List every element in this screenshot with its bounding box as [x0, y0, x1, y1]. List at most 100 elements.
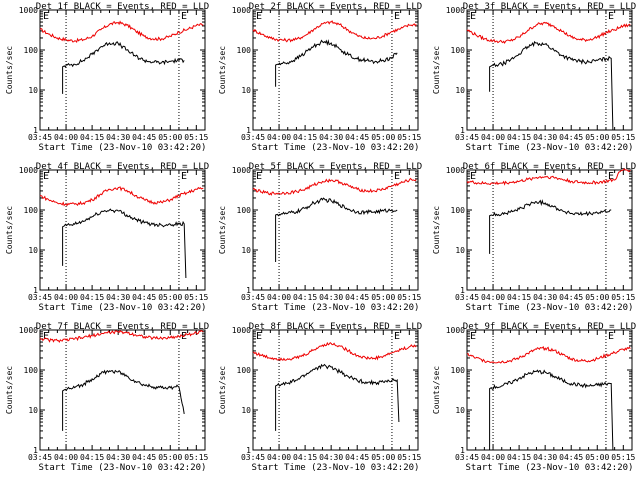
x-tick-label: 05:00: [158, 133, 182, 142]
x-tick-label: 04:45: [132, 293, 156, 302]
y-tick-label: 1: [246, 446, 251, 455]
y-tick-label: 10: [241, 246, 251, 255]
detector-panel-8: Det 8f BLACK = Events, RED = LLD 1 10 100 10…: [218, 322, 422, 473]
x-tick-label: 04:30: [319, 133, 343, 142]
y-tick-label: 100: [237, 366, 252, 375]
panel-title: Det 1f BLACK = Events, RED = LLD: [36, 2, 209, 12]
detector-panel-6: Det 6f BLACK = Events, RED = LLD 1 10 100 10…: [432, 162, 636, 313]
x-axis-label: Start Time (23-Nov-10 03:42:20): [39, 463, 207, 473]
x-tick-label: 04:45: [345, 453, 369, 462]
x-tick-label: 04:00: [54, 453, 78, 462]
x-tick-label: 04:15: [80, 293, 104, 302]
x-axis-label: Start Time (23-Nov-10 03:42:20): [39, 143, 207, 153]
x-tick-label: 05:15: [184, 133, 208, 142]
panel-title: Det 5f BLACK = Events, RED = LLD: [249, 162, 422, 172]
lld-series-line: [39, 329, 204, 344]
y-tick-label: 10: [28, 246, 38, 255]
y-axis-label: Counts/sec: [5, 206, 14, 254]
y-tick-label: 10: [241, 86, 251, 95]
plot-frame: [252, 9, 419, 131]
x-tick-label: 04:45: [132, 453, 156, 462]
events-series-line: [489, 40, 614, 131]
x-tick-label: 04:15: [293, 293, 317, 302]
x-tick-label: 04:30: [319, 293, 343, 302]
plot-frame: [466, 9, 633, 131]
x-tick-label: 03:45: [241, 453, 265, 462]
e-marker-end: E: [608, 171, 614, 182]
x-tick-label: 04:45: [345, 293, 369, 302]
x-tick-label: 03:45: [455, 453, 479, 462]
y-tick-label: 10: [241, 406, 251, 415]
x-tick-label: 03:45: [455, 133, 479, 142]
x-tick-label: 04:00: [54, 293, 78, 302]
x-tick-label: 04:15: [507, 453, 531, 462]
y-axis-label: Counts/sec: [218, 206, 227, 254]
e-marker-start: E: [256, 11, 262, 22]
lld-series-line: [252, 20, 417, 43]
x-axis-label: Start Time (23-Nov-10 03:42:20): [466, 303, 634, 313]
x-tick-label: 03:45: [28, 453, 52, 462]
plot-frame: [252, 329, 419, 451]
y-tick-label: 1000: [232, 6, 251, 15]
detector-panel-4: Det 4f BLACK = Events, RED = LLD 1 10 100 10…: [5, 162, 209, 313]
x-tick-label: 05:00: [371, 293, 395, 302]
y-tick-label: 1000: [19, 326, 38, 335]
panel-title: Det 7f BLACK = Events, RED = LLD: [36, 322, 209, 332]
x-tick-label: 05:15: [184, 293, 208, 302]
x-tick-label: 04:00: [267, 133, 291, 142]
e-marker-end: E: [394, 171, 400, 182]
y-axis-label: Counts/sec: [218, 366, 227, 414]
y-tick-label: 1000: [232, 326, 251, 335]
lld-series-line: [252, 341, 417, 362]
e-marker-start: E: [256, 171, 262, 182]
x-axis-label: Start Time (23-Nov-10 03:42:20): [252, 143, 420, 153]
x-tick-label: 04:45: [345, 133, 369, 142]
x-axis-label: Start Time (23-Nov-10 03:42:20): [252, 463, 420, 473]
x-tick-label: 04:30: [106, 453, 130, 462]
plot-frame: [252, 169, 419, 291]
x-tick-label: 04:15: [80, 453, 104, 462]
x-tick-label: 04:15: [507, 293, 531, 302]
y-tick-label: 100: [451, 46, 466, 55]
detector-panel-5: Det 5f BLACK = Events, RED = LLD 1 10 100 10…: [218, 162, 422, 313]
e-marker-start: E: [470, 171, 476, 182]
y-tick-label: 100: [24, 366, 39, 375]
x-tick-label: 04:30: [533, 133, 557, 142]
y-axis-label: Counts/sec: [432, 206, 441, 254]
x-tick-label: 03:45: [241, 293, 265, 302]
y-tick-label: 1000: [19, 6, 38, 15]
y-tick-label: 100: [237, 46, 252, 55]
events-series-line: [62, 41, 185, 94]
panel-title: Det 4f BLACK = Events, RED = LLD: [36, 162, 209, 172]
y-tick-label: 10: [455, 406, 465, 415]
detector-panel-9: Det 9f BLACK = Events, RED = LLD 1 10 100 10…: [432, 322, 636, 473]
y-axis-label: Counts/sec: [432, 46, 441, 94]
x-tick-label: 04:15: [507, 133, 531, 142]
lld-series-line: [252, 177, 417, 196]
y-tick-label: 1: [460, 446, 465, 455]
plot-frame: [466, 169, 633, 291]
x-tick-label: 04:30: [319, 453, 343, 462]
x-tick-label: 04:00: [54, 133, 78, 142]
x-tick-label: 04:30: [106, 133, 130, 142]
events-series-line: [275, 39, 398, 87]
panel-title: Det 2f BLACK = Events, RED = LLD: [249, 2, 422, 12]
e-marker-end: E: [608, 11, 614, 22]
x-tick-label: 04:00: [267, 453, 291, 462]
y-tick-label: 1: [246, 286, 251, 295]
plot-frame: [39, 9, 206, 131]
e-marker-start: E: [43, 331, 49, 342]
y-axis-label: Counts/sec: [432, 366, 441, 414]
x-axis-label: Start Time (23-Nov-10 03:42:20): [39, 303, 207, 313]
plot-frame: [39, 169, 206, 291]
x-tick-label: 04:30: [106, 293, 130, 302]
y-tick-label: 10: [28, 406, 38, 415]
x-tick-label: 04:15: [80, 133, 104, 142]
y-tick-label: 10: [28, 86, 38, 95]
lld-series-line: [466, 345, 631, 364]
e-marker-end: E: [394, 331, 400, 342]
x-axis-label: Start Time (23-Nov-10 03:42:20): [252, 303, 420, 313]
detector-panel-3: Det 3f BLACK = Events, RED = LLD 1 10 100 10…: [432, 2, 636, 153]
x-tick-label: 05:00: [371, 133, 395, 142]
x-tick-label: 04:00: [481, 453, 505, 462]
